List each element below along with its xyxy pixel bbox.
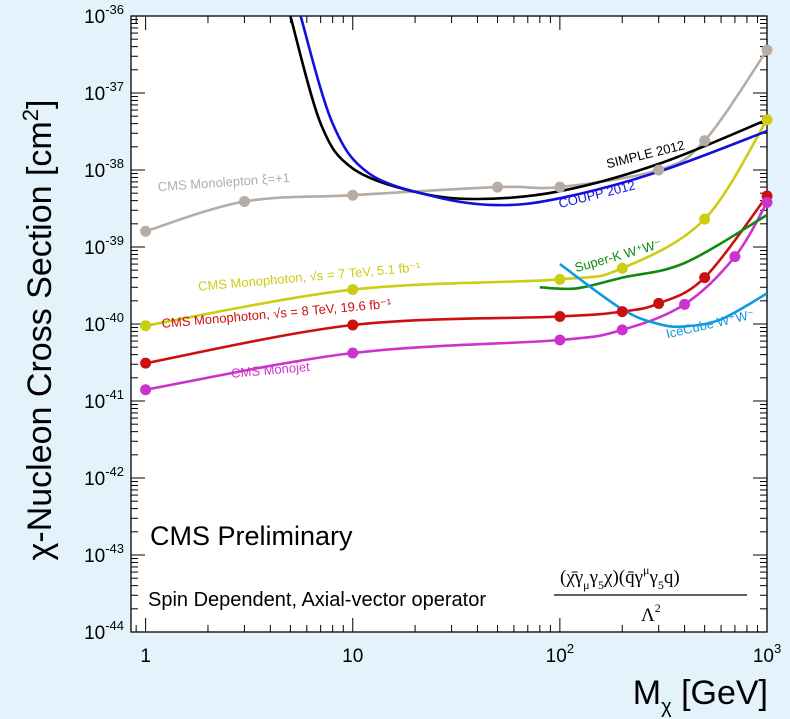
svg-text:Λ2: Λ2 — [641, 601, 661, 626]
data-point — [616, 262, 628, 274]
data-point — [729, 251, 741, 263]
y-tick-label: 10-40 — [84, 310, 124, 336]
data-point — [347, 284, 359, 296]
data-point — [699, 135, 711, 147]
y-tick-label: 10-42 — [84, 464, 124, 490]
y-tick-label: 10-44 — [84, 618, 124, 644]
series-line-4 — [289, 16, 767, 201]
data-point — [347, 347, 359, 359]
data-point — [761, 44, 773, 56]
data-point — [616, 324, 628, 336]
series-line-3 — [145, 201, 767, 391]
series-label: CMS Monojet — [231, 359, 311, 381]
data-point — [140, 320, 152, 332]
y-axis-title: χ-Nucleon Cross Section [cm2] — [18, 100, 59, 561]
data-point — [554, 334, 566, 346]
y-tick-label: 10-41 — [84, 387, 124, 413]
data-point — [699, 272, 711, 284]
y-tick-label: 10-38 — [84, 156, 124, 182]
data-point — [347, 189, 359, 201]
operator-formula: (χ̄γμγ5χ)(q̄γμγ5q) Λ2 — [554, 563, 747, 626]
series-line-0 — [145, 49, 767, 233]
x-axis-title: Mχ [GeV] — [633, 674, 768, 718]
data-point — [140, 225, 152, 237]
y-tick-label: 10-39 — [84, 233, 124, 259]
data-point — [140, 357, 152, 369]
x-tick-label: 1 — [140, 646, 151, 667]
data-point — [554, 311, 566, 323]
data-point — [492, 181, 504, 193]
svg-text:(χ̄γμγ5χ)(q̄γμγ5q): (χ̄γμγ5χ)(q̄γμγ5q) — [560, 563, 680, 592]
data-point — [699, 213, 711, 225]
data-point — [616, 306, 628, 318]
y-tick-label: 10-36 — [84, 2, 124, 28]
y-tick-label: 10-37 — [84, 79, 124, 105]
series-line-6 — [539, 213, 767, 291]
data-point — [140, 384, 152, 396]
data-point — [238, 195, 250, 207]
data-point — [554, 273, 566, 285]
data-point — [653, 164, 665, 176]
x-tick-label: 10 — [342, 646, 363, 667]
operator-annotation: Spin Dependent, Axial-vector operator — [148, 589, 486, 611]
x-tick-label: 103 — [753, 641, 781, 667]
x-tick-label: 102 — [546, 641, 574, 667]
formula-denominator: Λ — [641, 605, 655, 626]
data-point — [761, 196, 773, 208]
series-markers — [140, 44, 773, 396]
series-line-7 — [559, 263, 767, 329]
y-tick-label: 10-43 — [84, 541, 124, 567]
data-point — [347, 319, 359, 331]
data-point — [679, 298, 691, 310]
data-point — [554, 181, 566, 193]
data-point — [653, 297, 665, 309]
cms-preliminary-annotation: CMS Preliminary — [150, 521, 353, 551]
data-point — [761, 114, 773, 126]
